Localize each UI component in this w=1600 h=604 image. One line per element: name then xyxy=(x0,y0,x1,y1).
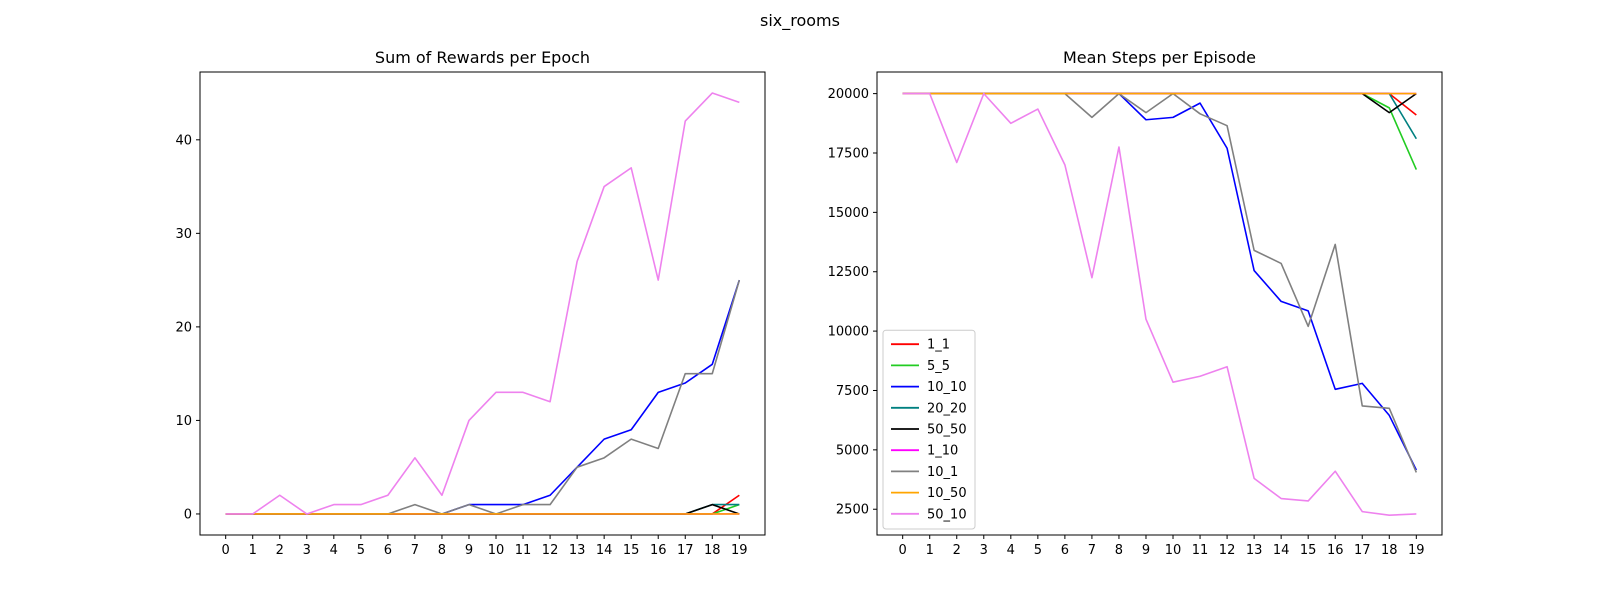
steps-legend-label: 50_50 xyxy=(927,423,967,438)
steps-x-tick-label: 4 xyxy=(1007,543,1015,558)
rewards-x-tick-label: 10 xyxy=(488,543,505,558)
steps-x-tick-label: 1 xyxy=(926,543,934,558)
steps-y-tick-label: 2500 xyxy=(836,503,869,518)
steps-series-10-10-line xyxy=(902,92,1418,471)
steps-x-tick-label: 10 xyxy=(1165,543,1182,558)
steps-x-tick-label: 7 xyxy=(1088,543,1096,558)
steps-series-50-10-line xyxy=(902,92,1417,516)
steps-x-tick-label: 0 xyxy=(899,543,907,558)
steps-x-tick-label: 9 xyxy=(1142,543,1150,558)
steps-x-tick-label: 14 xyxy=(1273,543,1290,558)
rewards-y-tick-label: 30 xyxy=(175,227,192,242)
rewards-title: Sum of Rewards per Epoch xyxy=(375,48,590,67)
steps-x-tick-label: 12 xyxy=(1219,543,1236,558)
rewards-x-tick-label: 13 xyxy=(569,543,586,558)
rewards-y-tick-label: 0 xyxy=(184,507,192,522)
steps-series-10-1-line xyxy=(902,92,1418,473)
rewards-series-50-10-line xyxy=(225,92,740,515)
steps-y-tick-label: 12500 xyxy=(828,265,869,280)
steps-x-tick-label: 15 xyxy=(1300,543,1317,558)
rewards-axes-frame xyxy=(199,71,766,536)
rewards-x-tick-label: 19 xyxy=(731,543,748,558)
rewards-y-tick-label: 20 xyxy=(175,320,192,335)
rewards-x-tick-label: 2 xyxy=(276,543,284,558)
rewards-y-tick-label: 40 xyxy=(175,133,192,148)
rewards-x-tick-label: 15 xyxy=(623,543,640,558)
steps-x-tick-label: 11 xyxy=(1192,543,1209,558)
rewards-y-tick-label: 10 xyxy=(175,414,192,429)
steps-x-tick-label: 5 xyxy=(1034,543,1042,558)
steps-y-tick-label: 20000 xyxy=(828,87,869,102)
steps-legend-label: 20_20 xyxy=(927,401,967,416)
steps-legend-label: 10_50 xyxy=(927,486,967,501)
rewards-x-tick-label: 7 xyxy=(411,543,419,558)
steps-title: Mean Steps per Episode xyxy=(1063,48,1256,67)
rewards-x-tick-label: 12 xyxy=(542,543,559,558)
steps-y-tick-label: 7500 xyxy=(836,384,869,399)
steps-legend-label: 10_1 xyxy=(927,465,958,480)
steps-series-20-20-line xyxy=(902,92,1418,140)
steps-legend-label: 5_5 xyxy=(927,359,950,374)
steps-x-tick-label: 17 xyxy=(1354,543,1371,558)
steps-x-tick-label: 8 xyxy=(1115,543,1123,558)
steps-axes-frame xyxy=(876,71,1443,536)
rewards-x-tick-label: 6 xyxy=(384,543,392,558)
steps-x-tick-label: 16 xyxy=(1327,543,1344,558)
rewards-x-tick-label: 17 xyxy=(677,543,694,558)
rewards-x-tick-label: 3 xyxy=(303,543,311,558)
steps-legend-label: 1_10 xyxy=(927,444,958,459)
figure-suptitle: six_rooms xyxy=(760,11,840,31)
rewards-x-tick-label: 9 xyxy=(465,543,473,558)
rewards-x-tick-label: 16 xyxy=(650,543,667,558)
steps-legend: 1_1 5_5 10_10 20_20 50_50 1_10 10_1 10_50 50_10 xyxy=(882,329,976,530)
rewards-x-tick-label: 11 xyxy=(515,543,532,558)
steps-y-tick-label: 5000 xyxy=(836,443,869,458)
steps-legend-label: 10_10 xyxy=(927,380,967,395)
steps-y-tick-label: 10000 xyxy=(828,325,869,340)
rewards-x-tick-label: 18 xyxy=(704,543,721,558)
steps-x-tick-label: 13 xyxy=(1246,543,1263,558)
rewards-x-tick-label: 14 xyxy=(596,543,613,558)
rewards-x-tick-label: 0 xyxy=(222,543,230,558)
rewards-x-tick-label: 1 xyxy=(249,543,257,558)
steps-x-tick-label: 2 xyxy=(953,543,961,558)
steps-y-tick-label: 15000 xyxy=(828,206,869,221)
steps-legend-box xyxy=(882,329,976,530)
steps-x-tick-label: 3 xyxy=(980,543,988,558)
steps-legend-label: 50_10 xyxy=(927,507,967,522)
steps-x-tick-label: 6 xyxy=(1061,543,1069,558)
rewards-x-tick-label: 5 xyxy=(357,543,365,558)
steps-legend-label: 1_1 xyxy=(927,338,950,353)
steps-y-tick-label: 17500 xyxy=(828,146,869,161)
rewards-x-tick-label: 8 xyxy=(438,543,446,558)
rewards-series-10-10-line xyxy=(225,279,741,515)
steps-x-tick-label: 18 xyxy=(1381,543,1398,558)
rewards-x-tick-label: 4 xyxy=(330,543,338,558)
rewards-series-10-1-line xyxy=(225,279,741,515)
steps-x-tick-label: 19 xyxy=(1408,543,1425,558)
